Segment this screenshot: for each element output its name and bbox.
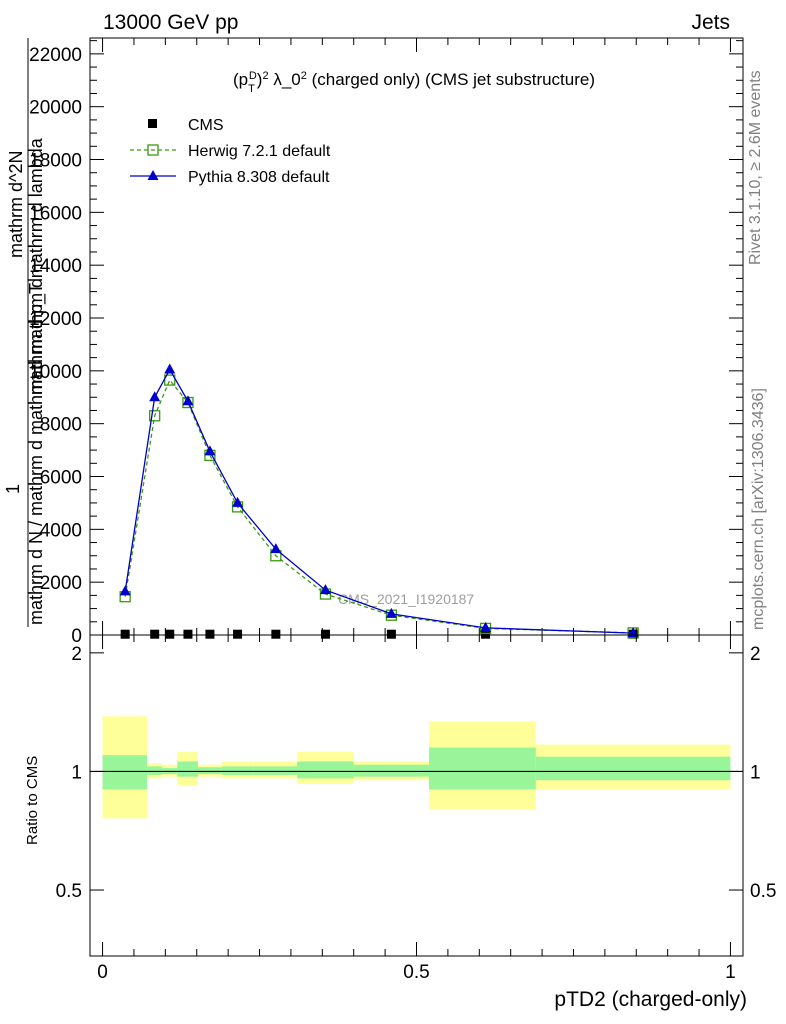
cms-point — [150, 629, 160, 639]
cms-point — [320, 629, 330, 639]
ratio-band-inner — [197, 767, 222, 775]
legend-label-herwig: Herwig 7.2.1 default — [188, 143, 331, 160]
y-tick-label: 6000 — [40, 468, 82, 489]
cms-point — [233, 629, 243, 639]
ratio-y-tick-label: 1 — [71, 762, 82, 783]
main-watermark: CMS_2021_I1920187 — [338, 591, 474, 607]
pythia-point — [182, 395, 194, 406]
header-left: 13000 GeV pp — [103, 11, 238, 34]
cms-point — [120, 629, 130, 639]
ratio-band-inner — [353, 764, 430, 777]
y-tick-label: 18000 — [29, 151, 82, 172]
y-tick-label: 8000 — [40, 415, 82, 436]
pythia-point — [232, 496, 244, 507]
y-tick-label: 14000 — [29, 256, 82, 277]
legend-label-cms: CMS — [188, 117, 224, 134]
x-tick-label: 1 — [725, 962, 736, 983]
legend-marker-pythia — [147, 170, 159, 180]
y-tick-label: 0 — [71, 626, 82, 647]
y-tick-label: 20000 — [29, 98, 82, 119]
ylabel-top: mathrm d^2N — [6, 151, 26, 258]
pythia-point — [119, 585, 131, 596]
legend-marker-herwig — [147, 144, 159, 156]
y-tick-label: 10000 — [29, 362, 82, 383]
ratio-band-inner — [535, 756, 731, 781]
pythia-point — [319, 584, 331, 595]
cms-point — [271, 629, 281, 639]
pythia-point — [385, 607, 397, 618]
main-plot: CMS_2021_I1920187 0 2000 4000 6000 8000 10000… — [3, 37, 744, 647]
mcplots-label: mcplots.cern.ch [arXiv:1306.3436] — [750, 388, 767, 630]
x-tick-label: 0 — [97, 962, 108, 983]
ratio-y-tick-label: 0.5 — [56, 881, 82, 902]
x-axis-label: pTD2 (charged-only) — [554, 988, 747, 1011]
legend-marker-cms — [148, 119, 157, 128]
pythia-point — [270, 543, 282, 554]
cms-point — [386, 629, 396, 639]
y-tick-label: 2000 — [40, 573, 82, 594]
ylabel-one: 1 — [3, 484, 23, 494]
ylabel-bottom: mathrm d N / mathrm d mathrm d mathrm d — [26, 278, 46, 625]
header-right: Jets — [691, 11, 730, 34]
ratio-y-tick-label-right: 2 — [750, 644, 761, 665]
legend-item-cms: CMS — [148, 117, 224, 134]
pythia-point — [164, 363, 176, 374]
y-tick-label: 4000 — [40, 520, 82, 541]
y-tick-label: 16000 — [29, 203, 82, 224]
cms-point — [481, 629, 491, 639]
ratio-ticks: 0.5 0.5 1 1 2 2 0 0.5 1 — [56, 635, 776, 983]
y-tick-label: 12000 — [29, 309, 82, 330]
ratio-y-tick-label-right: 1 — [750, 762, 761, 783]
rivet-label: Rivet 3.1.10, ≥ 2.6M events — [747, 70, 764, 265]
ratio-ylabel: Ratio to CMS — [24, 756, 41, 845]
ratio-band-inner — [429, 747, 536, 790]
main-ylabel: mathrm d^2N mathrm d p_T mathrm d lambda… — [3, 38, 47, 627]
legend-label-pythia: Pythia 8.308 default — [188, 169, 330, 186]
legend-item-pythia: Pythia 8.308 default — [130, 169, 330, 186]
ratio-band-inner — [221, 766, 254, 775]
cms-point — [205, 629, 215, 639]
ratio-band-inner — [102, 755, 148, 790]
ylabel-mid: mathrm d p_T mathrm d lambda — [26, 137, 47, 395]
pythia-point — [204, 445, 216, 456]
main-series — [119, 363, 639, 639]
ratio-y-tick-label: 2 — [71, 644, 82, 665]
herwig-point — [149, 410, 161, 422]
ratio-y-tick-label-right: 0.5 — [750, 881, 776, 902]
ratio-band-inner — [253, 766, 298, 775]
cms-point — [183, 629, 193, 639]
ratio-band-inner — [177, 761, 198, 777]
y-tick-label: 22000 — [29, 45, 82, 66]
pythia-point — [480, 621, 492, 632]
ratio-band-inner — [297, 761, 354, 779]
cms-point — [165, 629, 175, 639]
ratio-bands — [90, 716, 743, 819]
ratio-band-inner — [147, 766, 163, 775]
pythia-point — [149, 391, 161, 402]
main-title: (pTD)2 λ_02 (charged only) (CMS jet subs… — [233, 70, 595, 95]
legend: CMS Herwig 7.2.1 default Pythia 8.308 de… — [130, 117, 331, 186]
legend-item-herwig: Herwig 7.2.1 default — [130, 143, 331, 160]
herwig-point — [164, 374, 176, 386]
x-tick-label: 0.5 — [403, 962, 429, 983]
ratio-plot: 0.5 0.5 1 1 2 2 0 0.5 1 Ratio to CMS pTD2 (charg… — [24, 634, 776, 1011]
main-ticks: 0 2000 4000 6000 8000 10000 12000 14000 16000 180… — [29, 38, 743, 647]
ratio-frame — [89, 634, 744, 957]
